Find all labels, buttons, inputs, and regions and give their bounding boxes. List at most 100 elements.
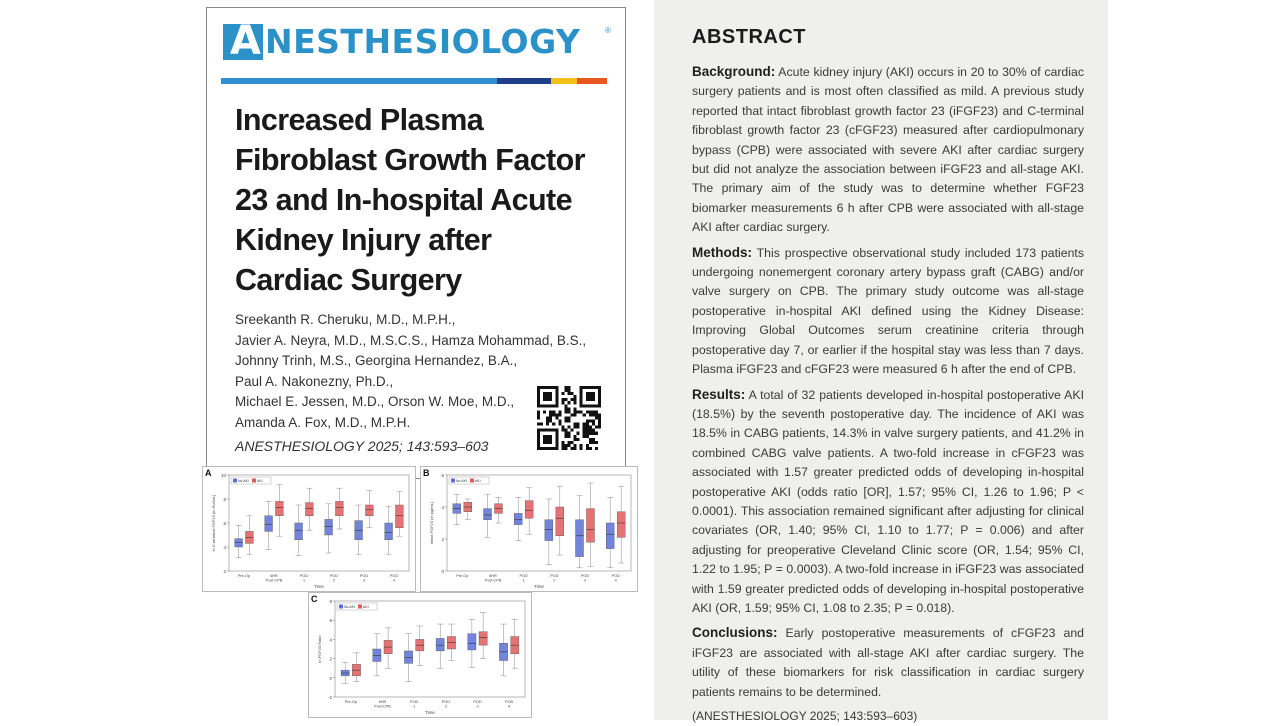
qr-module — [573, 422, 577, 426]
logo-wordmark: NESTHESIOLOGY — [265, 22, 581, 61]
box-aki — [305, 487, 314, 531]
qr-module — [588, 425, 592, 429]
qr-module — [591, 437, 595, 441]
y-tick-label: 2 — [329, 657, 332, 662]
qr-finder — [543, 434, 553, 444]
box-no-aki — [499, 623, 508, 677]
legend-label: No AKI — [238, 479, 249, 483]
qr-module — [591, 431, 595, 435]
qr-module — [597, 413, 601, 417]
x-tick-label: POD — [581, 574, 589, 578]
y-axis-label: Intact FGF23 (ln pg/mL) — [429, 501, 434, 544]
legend-box — [336, 602, 378, 611]
registered-mark: ® — [605, 26, 611, 35]
qr-module — [558, 410, 562, 414]
box-no-aki — [324, 503, 333, 554]
boxplot-chart-c: C -2 0 2 4 6 8 ln FGF23 Ratio Time No AKI AKI Pre-O… — [311, 594, 526, 715]
qr-module — [567, 425, 571, 429]
box-aki — [524, 487, 534, 535]
box-aki — [245, 515, 254, 555]
logo-bar-orange — [577, 78, 607, 84]
box-no-aki — [467, 618, 477, 668]
box-no-aki — [575, 495, 584, 569]
box-body — [435, 638, 445, 652]
qr-module — [567, 416, 571, 420]
qr-module — [582, 425, 586, 429]
x-tick-label: POD — [612, 574, 620, 578]
box-aki — [383, 627, 393, 669]
article-citation: ANESTHESIOLOGY 2025; 143:593–603 — [235, 438, 489, 454]
qr-module — [594, 413, 598, 417]
qr-module — [537, 416, 541, 420]
qr-module — [564, 443, 568, 447]
qr-module — [570, 398, 574, 402]
qr-module — [588, 413, 592, 417]
x-tick-label: 2 — [445, 705, 447, 709]
qr-module — [561, 443, 565, 447]
x-tick-label: Post-CPB — [266, 579, 283, 583]
journal-logo: A NESTHESIOLOGY ® — [221, 18, 613, 84]
qr-module — [573, 425, 577, 429]
x-tick-label: 3 — [584, 579, 586, 583]
x-tick-label: Pre-Op — [238, 574, 250, 578]
box-aki — [415, 625, 425, 666]
qr-module — [573, 401, 577, 405]
qr-module — [585, 428, 589, 432]
abstract-citation: (ANESTHESIOLOGY 2025; 143:593–603) — [692, 709, 918, 723]
author-line: Amanda A. Fox, M.D., M.P.H. — [235, 414, 411, 430]
x-tick-label: 3 — [476, 705, 478, 709]
box-no-aki — [264, 501, 273, 550]
box-body — [544, 519, 554, 541]
box-body — [294, 522, 303, 540]
qr-module — [561, 401, 565, 405]
legend-label: AKI — [475, 479, 481, 483]
qr-module — [576, 425, 580, 429]
legend-box — [230, 476, 272, 485]
box-aki — [510, 618, 520, 669]
box-aki — [352, 652, 361, 682]
qr-module — [585, 425, 589, 429]
qr-module — [573, 395, 577, 399]
chart-legend: No AKI AKI — [448, 476, 490, 485]
qr-module — [558, 413, 562, 417]
qr-module — [564, 398, 568, 402]
abstract-section-results: Results: A total of 32 patients develope… — [692, 385, 1084, 619]
qr-module — [540, 422, 544, 426]
qr-code-icon[interactable] — [537, 386, 601, 450]
x-tick-label: POD — [550, 574, 558, 578]
box-aki — [586, 482, 595, 567]
qr-module — [567, 389, 571, 393]
x-tick-label: 3 — [363, 579, 365, 583]
box-aki — [275, 484, 284, 537]
box-no-aki — [605, 497, 615, 569]
box-no-aki — [483, 493, 492, 538]
author-line: Javier A. Neyra, M.D., M.S.C.S., Hamza M… — [235, 332, 587, 348]
qr-module — [564, 428, 568, 432]
box-body — [478, 631, 488, 646]
y-tick-label: 4 — [223, 545, 226, 550]
section-label: Conclusions: — [692, 625, 778, 641]
author-line: Michael E. Jessen, M.D., Orson W. Moe, M… — [235, 394, 515, 409]
x-tick-label: 1 — [523, 579, 525, 583]
box-body — [264, 515, 273, 532]
qr-module — [549, 410, 553, 414]
qr-module — [564, 389, 568, 393]
panel-letter: B — [423, 468, 430, 478]
qr-module — [570, 428, 574, 432]
author-line: Johnny Trinh, M.S., Georgina Hernandez, … — [235, 353, 518, 368]
qr-module — [567, 386, 571, 390]
qr-module — [585, 422, 589, 426]
box-body — [483, 508, 492, 520]
qr-module — [576, 431, 580, 435]
box-body — [404, 650, 413, 664]
box-aki — [447, 623, 456, 661]
qr-module — [573, 443, 577, 447]
box-body — [234, 538, 243, 548]
x-tick-label: 6HR — [379, 700, 387, 704]
qr-module — [564, 446, 568, 450]
abstract-body: Background: Acute kidney injury (AKI) oc… — [692, 62, 1084, 726]
qr-module — [591, 428, 595, 432]
box-aki — [365, 490, 374, 529]
title-line: Kidney Injury after — [235, 223, 492, 257]
qr-module — [594, 416, 598, 420]
